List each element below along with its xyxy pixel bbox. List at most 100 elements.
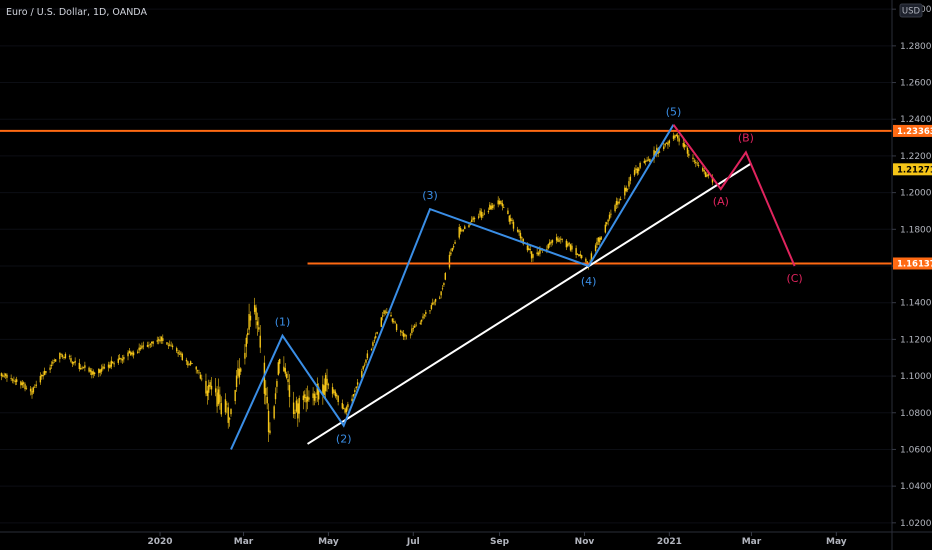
horizontal-levels[interactable] xyxy=(0,129,892,265)
candle-body xyxy=(487,210,490,213)
candle-body xyxy=(508,215,511,222)
candle-body xyxy=(405,335,408,337)
uptrend-line[interactable] xyxy=(307,162,752,445)
candle-body xyxy=(412,328,414,329)
candle-body xyxy=(224,399,227,413)
candle-body xyxy=(607,219,609,222)
time-tick-label: 2020 xyxy=(147,537,172,547)
currency-badge[interactable] xyxy=(899,3,923,18)
candle-body xyxy=(209,382,211,387)
candle-body xyxy=(548,242,551,245)
price-level-badge[interactable] xyxy=(893,124,932,137)
candle-body xyxy=(672,135,675,139)
candle-body xyxy=(324,375,327,392)
candle-body xyxy=(497,200,499,205)
candle-body xyxy=(29,388,32,392)
candle-body xyxy=(529,249,531,250)
candle-body xyxy=(13,380,15,382)
candle-body xyxy=(208,384,210,393)
candle-body xyxy=(258,327,260,330)
time-tick-label: Sep xyxy=(490,537,510,547)
price-axis[interactable]: 1.02000 1.04000 1.06000 1.08000 1.10000 1.120… xyxy=(892,5,932,529)
candle-body xyxy=(31,391,33,395)
price-tick-label: 1.10000 xyxy=(900,372,932,382)
candle-body xyxy=(139,347,142,350)
candle-body xyxy=(626,188,629,190)
candle-body xyxy=(633,169,636,176)
candle-body xyxy=(2,375,4,377)
candle-body xyxy=(649,158,651,163)
candle-body xyxy=(253,305,256,312)
candle-body xyxy=(255,307,257,320)
impulse-wave-line[interactable] xyxy=(230,124,675,450)
candle-body xyxy=(333,389,335,394)
candle-body xyxy=(394,322,396,324)
candle-body xyxy=(366,353,369,359)
candle-body xyxy=(187,361,189,366)
candle-body xyxy=(156,340,158,342)
time-axis[interactable]: 2020 Mar May Jul Sep Nov 2021 Mar May xyxy=(147,532,847,547)
candle-body xyxy=(98,368,100,374)
wave-label: (C) xyxy=(786,272,802,285)
candle-body xyxy=(249,315,252,321)
candle-body xyxy=(74,360,76,363)
candle-body xyxy=(71,361,74,364)
candle-body xyxy=(41,374,43,377)
candle-body xyxy=(702,168,704,171)
candle-body xyxy=(63,356,65,359)
candle-body xyxy=(579,254,581,256)
candle-body xyxy=(343,407,345,409)
elliott-wave-layer[interactable]: (1) (2) (3) (4) (5) (A) (B) (C) xyxy=(230,106,803,450)
candle-body xyxy=(511,219,513,221)
candle-body xyxy=(42,375,44,377)
trendline-layer[interactable] xyxy=(307,162,752,445)
candlestick-series xyxy=(0,132,714,442)
candle-body xyxy=(647,159,650,161)
price-level-badge[interactable] xyxy=(893,257,932,270)
last-price-badge[interactable] xyxy=(893,163,932,176)
candle-body xyxy=(160,336,163,341)
candle-body xyxy=(14,380,17,382)
candle-body xyxy=(546,248,548,250)
candle-body xyxy=(615,201,618,205)
wave-label: (4) xyxy=(581,275,597,288)
candle-body xyxy=(639,163,641,168)
candle-body xyxy=(64,353,67,359)
corrective-wave-line[interactable] xyxy=(672,124,796,267)
candle-body xyxy=(608,214,611,219)
candle-body xyxy=(569,244,572,251)
candle-body xyxy=(619,198,622,201)
candle-body xyxy=(383,310,385,315)
candle-body xyxy=(664,143,666,146)
candle-body xyxy=(157,339,160,341)
candle-body xyxy=(128,350,131,354)
candle-body xyxy=(624,187,626,196)
candle-body xyxy=(386,311,388,314)
price-tick-label: 1.06000 xyxy=(900,445,932,455)
candle-body xyxy=(118,357,121,360)
candle-body xyxy=(439,297,441,299)
candle-body xyxy=(130,351,132,356)
candle-body xyxy=(195,366,197,370)
candle-body xyxy=(336,394,338,397)
candle-body xyxy=(171,345,174,348)
price-tick-label: 1.18000 xyxy=(900,225,932,235)
candle-body xyxy=(685,145,687,147)
candle-body xyxy=(600,236,602,240)
candle-body xyxy=(668,140,671,144)
candle-body xyxy=(503,207,505,209)
candle-body xyxy=(178,353,181,355)
price-tick-label: 1.24000 xyxy=(900,115,932,125)
candle-body xyxy=(547,244,549,249)
candle-body xyxy=(240,368,242,372)
price-level-label: 1.16137 xyxy=(897,259,932,269)
candle-body xyxy=(245,337,248,347)
candle-body xyxy=(263,362,266,394)
candle-body xyxy=(113,363,115,365)
candle-body xyxy=(302,395,305,401)
candle-body xyxy=(22,382,25,384)
candle-body xyxy=(316,383,318,395)
candle-body xyxy=(638,168,640,172)
candle-body xyxy=(459,228,462,232)
